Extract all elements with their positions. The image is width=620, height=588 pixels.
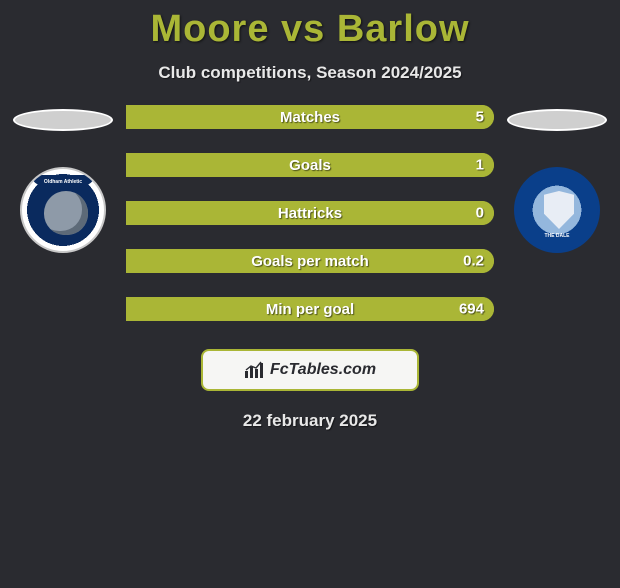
comparison-date: 22 february 2025 xyxy=(0,411,620,431)
stat-value-right: 1 xyxy=(476,157,484,174)
stat-value-right: 694 xyxy=(459,301,484,318)
stat-label: Goals xyxy=(289,157,331,174)
comparison-content: Oldham Athletic Matches 5 Goals 1 Hattricks 0… xyxy=(0,105,620,321)
club-crest-left: Oldham Athletic xyxy=(20,167,106,253)
bars-chart-icon xyxy=(244,361,266,379)
stat-label: Goals per match xyxy=(251,253,369,270)
page-title: Moore vs Barlow xyxy=(0,8,620,51)
stat-bar: Goals per match 0.2 xyxy=(126,249,494,273)
stat-label: Matches xyxy=(280,109,340,126)
stat-label: Min per goal xyxy=(266,301,354,318)
club-crest-right: THE DALE xyxy=(514,167,600,253)
stat-bar: Hattricks 0 xyxy=(126,201,494,225)
stat-value-right: 0.2 xyxy=(463,253,484,270)
stats-bars: Matches 5 Goals 1 Hattricks 0 Goals per match 0… xyxy=(118,105,502,321)
crest-ribbon: Oldham Athletic xyxy=(33,175,93,189)
player-right-panel: THE DALE xyxy=(502,105,612,321)
stat-bar: Matches 5 xyxy=(126,105,494,129)
stat-value-right: 0 xyxy=(476,205,484,222)
player-right-photo-placeholder xyxy=(507,109,607,131)
player-left-panel: Oldham Athletic xyxy=(8,105,118,321)
stat-bar: Goals 1 xyxy=(126,153,494,177)
crest-ribbon: THE DALE xyxy=(532,233,582,243)
ellipse-icon xyxy=(507,109,607,131)
player-left-photo-placeholder xyxy=(13,109,113,131)
stat-bar: Min per goal 694 xyxy=(126,297,494,321)
stat-label: Hattricks xyxy=(278,205,342,222)
branding-card[interactable]: FcTables.com xyxy=(201,349,419,391)
branding-text: FcTables.com xyxy=(270,361,376,379)
page-subtitle: Club competitions, Season 2024/2025 xyxy=(0,63,620,83)
stat-value-right: 5 xyxy=(476,109,484,126)
ellipse-icon xyxy=(13,109,113,131)
